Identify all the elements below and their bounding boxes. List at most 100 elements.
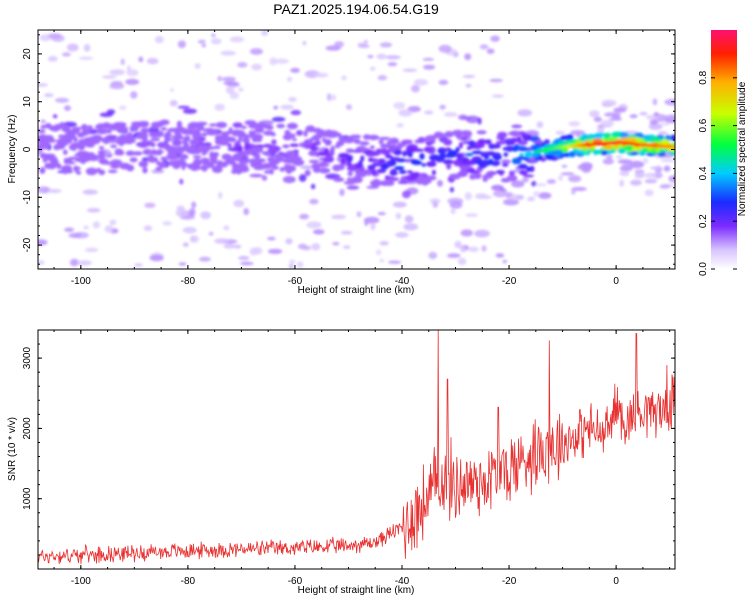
heatmap-cell bbox=[130, 91, 138, 99]
heatmap-cell bbox=[212, 166, 223, 174]
heatmap-cell bbox=[519, 170, 528, 176]
colorbar-tick-label: 0.4 bbox=[698, 166, 709, 180]
heatmap-cell bbox=[285, 238, 293, 245]
heatmap-cell bbox=[379, 259, 385, 263]
heatmap-cell bbox=[132, 151, 143, 156]
heatmap-cell bbox=[445, 147, 452, 151]
heatmap-cell bbox=[150, 142, 156, 148]
heatmap-cell bbox=[352, 149, 363, 153]
heatmap-cell bbox=[460, 136, 468, 141]
heatmap-cell bbox=[96, 167, 101, 173]
heatmap-cell bbox=[568, 141, 573, 146]
heatmap-cell bbox=[231, 154, 243, 161]
heatmap-cell bbox=[544, 139, 550, 144]
heatmap-cell bbox=[189, 208, 196, 216]
heatmap-cell bbox=[114, 148, 123, 152]
heatmap-cell bbox=[138, 160, 149, 168]
heatmap-cell bbox=[429, 198, 441, 205]
heatmap-cell bbox=[148, 132, 160, 138]
heatmap-cell bbox=[340, 157, 346, 165]
heatmap-cell bbox=[162, 221, 172, 226]
heatmap-cell bbox=[453, 159, 462, 167]
heatmap-cell bbox=[479, 44, 489, 50]
heatmap-cell bbox=[251, 134, 261, 140]
x-tick-label: 0 bbox=[613, 576, 619, 587]
heatmap-cell bbox=[558, 174, 564, 182]
heatmap-cell bbox=[379, 42, 393, 48]
heatmap-cell bbox=[110, 144, 118, 148]
heatmap-cell bbox=[298, 243, 307, 250]
colorbar-tick-label: 0.0 bbox=[698, 262, 709, 276]
heatmap-cell bbox=[627, 137, 637, 144]
heatmap-cell bbox=[359, 147, 369, 152]
heatmap-cell bbox=[317, 151, 329, 156]
heatmap-cell bbox=[438, 44, 452, 53]
heatmap-cell bbox=[503, 152, 509, 157]
heatmap-cell bbox=[404, 175, 412, 180]
heatmap-cell bbox=[43, 153, 56, 158]
heatmap-cell bbox=[329, 149, 335, 156]
heatmap-cell bbox=[69, 258, 79, 267]
heatmap-cell bbox=[54, 97, 70, 103]
heatmap-cell bbox=[229, 161, 237, 166]
heatmap-cell bbox=[149, 254, 164, 262]
heatmap-cell bbox=[296, 261, 304, 268]
heatmap-cell bbox=[566, 134, 574, 141]
heatmap-cell bbox=[423, 64, 436, 70]
heatmap-cell bbox=[249, 48, 264, 55]
heatmap-cell bbox=[486, 48, 495, 54]
heatmap-cell bbox=[620, 138, 628, 142]
heatmap-cell bbox=[261, 151, 271, 156]
heatmap-cell bbox=[265, 125, 274, 130]
heatmap-cell bbox=[632, 146, 639, 152]
heatmap-cell bbox=[134, 263, 143, 267]
heatmap-cell bbox=[379, 180, 391, 187]
heatmap-cell bbox=[367, 164, 376, 170]
heatmap-cell bbox=[77, 151, 89, 158]
heatmap-cell bbox=[491, 160, 501, 165]
heatmap-cell bbox=[196, 166, 209, 170]
heatmap-cell bbox=[47, 188, 62, 194]
heatmap-cell bbox=[644, 179, 658, 184]
heatmap-cell bbox=[385, 55, 401, 60]
heatmap-cell bbox=[302, 41, 307, 46]
colorbar-label: Normalized spectral amplitude bbox=[737, 81, 748, 216]
heatmap-cell bbox=[150, 137, 161, 142]
heatmap-cell bbox=[223, 225, 230, 231]
heatmap-cell bbox=[248, 122, 260, 129]
heatmap-cell bbox=[304, 169, 311, 177]
heatmap-cell bbox=[343, 245, 351, 249]
heatmap-cell bbox=[202, 128, 213, 132]
heatmap-cell bbox=[497, 131, 508, 139]
heatmap-cell bbox=[290, 67, 300, 73]
heatmap-cell bbox=[136, 133, 146, 139]
heatmap-cell bbox=[87, 125, 93, 131]
heatmap-cell bbox=[397, 180, 410, 185]
heatmap-cell bbox=[600, 119, 614, 127]
heatmap-cell bbox=[274, 154, 285, 160]
heatmap-cell bbox=[157, 130, 164, 137]
heatmap-cell bbox=[228, 127, 233, 135]
heatmap-cell bbox=[479, 151, 492, 156]
heatmap-cell bbox=[240, 125, 247, 129]
heatmap-cell bbox=[85, 143, 95, 148]
heatmap-cell bbox=[502, 178, 508, 183]
heatmap-cell bbox=[47, 162, 57, 170]
heatmap-cell bbox=[368, 157, 374, 162]
heatmap-cell bbox=[201, 43, 206, 48]
heatmap-cell bbox=[527, 196, 535, 202]
heatmap-cell bbox=[64, 227, 75, 233]
heatmap-cell bbox=[378, 136, 391, 141]
heatmap-cell bbox=[147, 156, 159, 163]
heatmap-cell bbox=[601, 150, 608, 156]
heatmap-cell bbox=[423, 146, 432, 153]
heatmap-cell bbox=[604, 112, 617, 117]
heatmap-cell bbox=[353, 175, 359, 183]
heatmap-cell bbox=[450, 208, 456, 215]
heatmap-cell bbox=[79, 156, 91, 163]
heatmap-cell bbox=[668, 175, 675, 183]
heatmap-cell bbox=[349, 134, 362, 139]
heatmap-cell bbox=[568, 175, 582, 183]
heatmap-cell bbox=[432, 201, 438, 208]
heatmap-cell bbox=[215, 121, 228, 129]
